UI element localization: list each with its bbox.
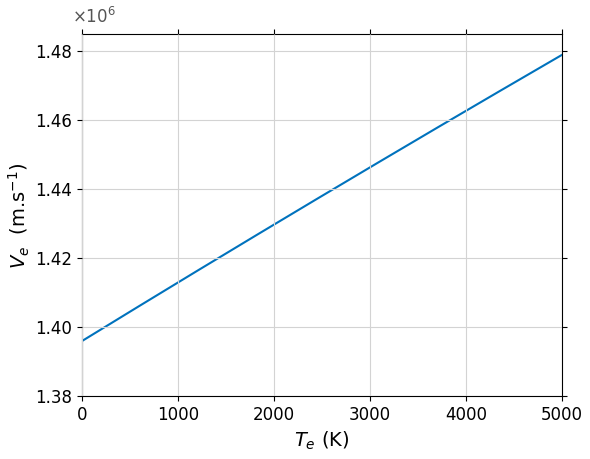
X-axis label: $T_e$ (K): $T_e$ (K) (294, 430, 349, 452)
Text: $\times10^6$: $\times10^6$ (72, 7, 116, 27)
Y-axis label: $V_e$  (m.s$^{-1}$): $V_e$ (m.s$^{-1}$) (7, 162, 32, 269)
